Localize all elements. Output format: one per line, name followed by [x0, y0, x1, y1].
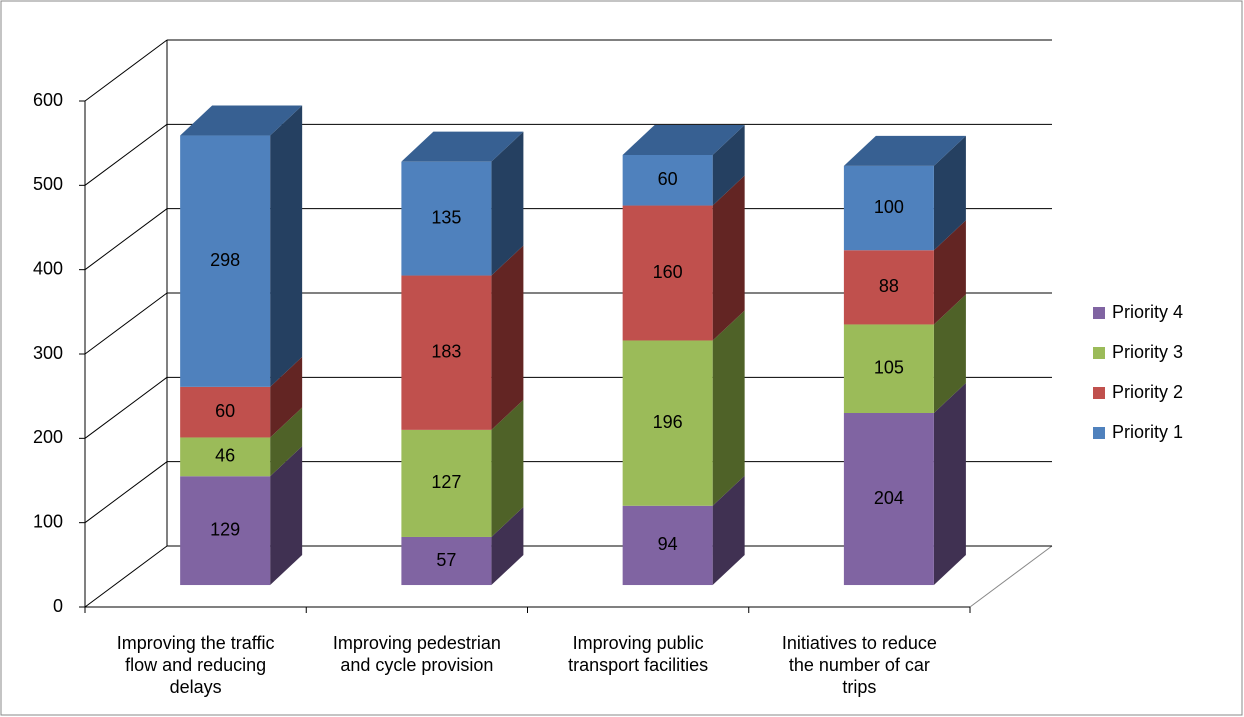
bar-segment: [843, 250, 934, 325]
data-label: 204: [874, 488, 904, 508]
floor-right: [969, 545, 1053, 608]
data-label: 127: [431, 472, 461, 492]
data-label: 100: [874, 197, 904, 217]
bar-segment: [180, 386, 271, 438]
y-tick-label: 600: [33, 90, 63, 110]
bar-segment: [180, 476, 271, 586]
bar-top: [843, 135, 966, 166]
bar-segment: [622, 154, 713, 206]
bar-segment: [401, 275, 492, 430]
data-label: 60: [215, 401, 235, 421]
bar-segment: [622, 205, 713, 341]
data-label: 129: [210, 519, 240, 539]
bar-top: [622, 124, 745, 155]
bar-segment: [401, 429, 492, 537]
bar-side: [270, 356, 303, 438]
bar-segment: [622, 340, 713, 506]
y-tick-label: 500: [33, 174, 63, 194]
legend-label: Priority 1: [1112, 422, 1183, 442]
bar-side: [270, 105, 303, 387]
bar-side: [491, 245, 524, 430]
x-tick-label: Improving public transport facilities: [568, 633, 708, 675]
bar-side: [712, 124, 745, 206]
bar-side: [491, 399, 524, 537]
data-label: 88: [879, 276, 899, 296]
legend-swatch: [1093, 427, 1105, 439]
bar-top: [180, 105, 303, 136]
y-tick-label: 200: [33, 427, 63, 447]
grid-line-side: [84, 39, 168, 102]
bar-side: [712, 475, 745, 586]
legend-swatch: [1093, 307, 1105, 319]
legend-swatch: [1093, 347, 1105, 359]
bar-side: [270, 407, 303, 477]
legend-label: Priority 2: [1112, 382, 1183, 402]
data-label: 298: [210, 250, 240, 270]
bar-side: [933, 383, 966, 586]
bar-segment: [843, 165, 934, 251]
bar-side: [933, 135, 966, 251]
bar-side: [933, 294, 966, 413]
legend-swatch: [1093, 387, 1105, 399]
bar-segment: [843, 413, 934, 586]
data-label: 60: [658, 169, 678, 189]
bar-segment: [401, 161, 492, 276]
x-tick-label: Initiatives to reduce the number of car tr…: [782, 633, 937, 697]
bar-segment: [843, 324, 934, 413]
bar-side: [712, 310, 745, 506]
grid-line-side: [84, 376, 168, 439]
grid-line-side: [84, 123, 168, 186]
bar-segment: [180, 135, 271, 387]
data-label: 196: [653, 412, 683, 432]
bar-segment: [622, 505, 713, 586]
data-label: 46: [215, 446, 235, 466]
y-tick-label: 300: [33, 343, 63, 363]
y-tick-label: 0: [53, 596, 63, 616]
legend-label: Priority 3: [1112, 342, 1183, 362]
bar-side: [491, 506, 524, 586]
bar-segment: [180, 437, 271, 477]
data-label: 183: [431, 341, 461, 361]
grid-line-side: [84, 461, 168, 524]
data-label: 160: [653, 262, 683, 282]
grid-line-side: [84, 545, 168, 608]
bar-side: [933, 220, 966, 325]
data-label: 105: [874, 357, 904, 377]
legend-label: Priority 4: [1112, 302, 1183, 322]
x-tick-label: Improving pedestrian and cycle provision: [333, 633, 501, 675]
bar-top: [401, 131, 524, 162]
data-label: 94: [658, 534, 678, 554]
grid-line-side: [84, 208, 168, 271]
y-tick-label: 100: [33, 511, 63, 531]
data-label: 57: [436, 550, 456, 570]
bar-side: [712, 175, 745, 341]
grid-line-side: [84, 292, 168, 355]
x-tick-label: Improving the traffic flow and reducing de…: [117, 633, 275, 697]
bar-segment: [401, 536, 492, 586]
bar-side: [270, 446, 303, 586]
bar-side: [491, 131, 524, 276]
y-tick-label: 400: [33, 258, 63, 278]
data-label: 135: [431, 207, 461, 227]
